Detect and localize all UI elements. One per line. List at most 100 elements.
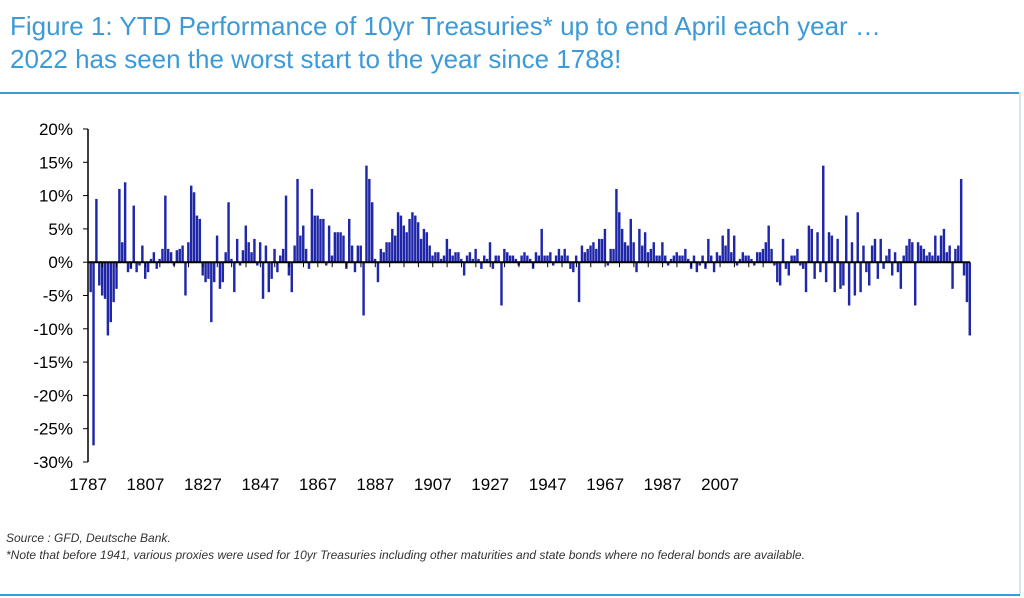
bar-1905 — [425, 232, 429, 263]
bar-2025 — [770, 248, 773, 263]
bar-1893 — [391, 228, 394, 263]
bar-2091 — [959, 178, 963, 263]
bar-1894 — [393, 235, 397, 263]
bar-1976 — [629, 218, 632, 263]
bar-1867 — [316, 215, 319, 263]
bar-1829 — [207, 262, 210, 279]
bar-1882 — [359, 245, 362, 263]
bar-1907 — [431, 255, 434, 263]
bar-2064 — [882, 262, 885, 269]
bar-1934 — [508, 255, 512, 263]
bottom-divider — [0, 594, 1020, 596]
bar-1971 — [615, 188, 618, 263]
bar-2006 — [715, 252, 719, 263]
bar-1825 — [195, 215, 199, 263]
bar-2035 — [799, 262, 802, 266]
bar-1927 — [488, 242, 492, 263]
bar-2005 — [712, 262, 716, 273]
bar-1853 — [276, 262, 279, 273]
bar-1815 — [167, 248, 170, 263]
y-tick-label: -15% — [33, 353, 73, 372]
bar-1800 — [123, 182, 127, 263]
bar-2001 — [701, 255, 704, 263]
bar-1808 — [146, 262, 150, 273]
bar-1900 — [411, 212, 414, 263]
bar-1873 — [333, 232, 337, 263]
title-line-1: Figure 1: YTD Performance of 10yr Treasu… — [10, 11, 881, 41]
bar-2036 — [801, 262, 805, 269]
bar-1788 — [89, 262, 92, 293]
y-tick-label: 15% — [39, 153, 73, 172]
bar-1887 — [373, 258, 377, 263]
bar-2044 — [824, 262, 828, 283]
bar-1933 — [506, 252, 509, 263]
bar-1902 — [416, 222, 420, 263]
bar-1818 — [175, 250, 179, 263]
bar-2083 — [936, 255, 940, 263]
bar-1943 — [534, 252, 538, 263]
bar-2039 — [810, 228, 813, 263]
bar-1860 — [296, 178, 299, 263]
bar-1992 — [675, 252, 678, 263]
bar-1923 — [477, 258, 480, 263]
bar-series — [89, 165, 971, 446]
bar-1998 — [692, 255, 696, 263]
bar-2013 — [735, 262, 739, 266]
bar-1995 — [684, 248, 687, 263]
bar-2024 — [767, 225, 770, 263]
bar-1948 — [549, 252, 552, 263]
bar-2089 — [954, 248, 957, 263]
bar-1991 — [672, 255, 676, 263]
y-tick-label: -10% — [33, 320, 73, 339]
bar-2038 — [807, 225, 811, 263]
bar-1819 — [178, 248, 181, 263]
bar-1856 — [284, 195, 288, 263]
bar-1989 — [666, 262, 670, 266]
bar-1922 — [474, 248, 477, 263]
bar-1816 — [169, 252, 173, 263]
bar-1863 — [304, 248, 308, 263]
y-tick-label: -25% — [33, 420, 73, 439]
bar-1855 — [281, 248, 285, 263]
bar-1909 — [437, 252, 440, 263]
bar-2065 — [885, 255, 888, 263]
bar-2063 — [879, 238, 882, 263]
bar-2080 — [928, 252, 931, 263]
x-tick-label: 1947 — [529, 475, 567, 494]
bar-1946 — [543, 255, 546, 263]
x-axis: 1787 1807 1827 1847 1867 1887 1907 1927 1947 1967… — [69, 261, 970, 494]
bar-1878 — [348, 218, 351, 263]
bar-1801 — [126, 262, 130, 273]
bar-1896 — [399, 215, 403, 263]
bar-2050 — [842, 262, 845, 286]
bar-1940 — [526, 255, 529, 263]
bar-2093 — [965, 262, 969, 303]
bar-1847 — [258, 242, 262, 263]
bar-2018 — [750, 258, 753, 263]
bar-1848 — [261, 262, 265, 299]
bar-2070 — [899, 262, 903, 289]
bar-1842 — [244, 225, 248, 263]
bar-1930 — [497, 255, 500, 263]
bar-1904 — [422, 228, 426, 263]
bar-2086 — [945, 252, 949, 263]
bar-1796 — [112, 262, 115, 303]
bar-2040 — [813, 262, 816, 279]
bar-2007 — [718, 255, 722, 263]
bar-1794 — [106, 262, 110, 336]
bar-1875 — [339, 232, 342, 263]
footnote: *Note that before 1941, various proxies … — [6, 548, 805, 562]
bar-2022 — [761, 248, 765, 263]
bar-1804 — [135, 262, 138, 273]
bar-1826 — [198, 218, 202, 263]
y-tick-label: -5% — [43, 287, 73, 306]
bar-1799 — [121, 242, 124, 263]
bar-1973 — [620, 228, 624, 263]
bar-2073 — [908, 238, 911, 263]
bar-1852 — [273, 248, 276, 263]
x-tick-label: 1907 — [414, 475, 452, 494]
bar-1865 — [310, 188, 314, 263]
bar-1832 — [215, 235, 219, 263]
bar-1928 — [491, 262, 495, 269]
bar-1961 — [586, 248, 589, 263]
